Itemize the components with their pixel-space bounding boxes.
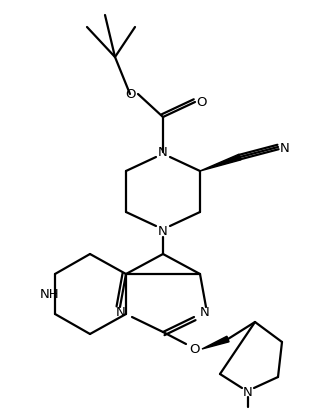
Text: O: O	[190, 343, 200, 356]
Text: N: N	[243, 386, 253, 399]
Text: N: N	[158, 146, 168, 159]
Text: N: N	[280, 141, 290, 154]
Polygon shape	[202, 336, 229, 349]
Text: N: N	[200, 306, 210, 319]
Text: NH: NH	[40, 288, 60, 301]
Text: O: O	[126, 88, 136, 101]
Polygon shape	[200, 155, 241, 171]
Text: N: N	[158, 225, 168, 238]
Text: O: O	[197, 96, 207, 109]
Text: N: N	[116, 306, 126, 319]
